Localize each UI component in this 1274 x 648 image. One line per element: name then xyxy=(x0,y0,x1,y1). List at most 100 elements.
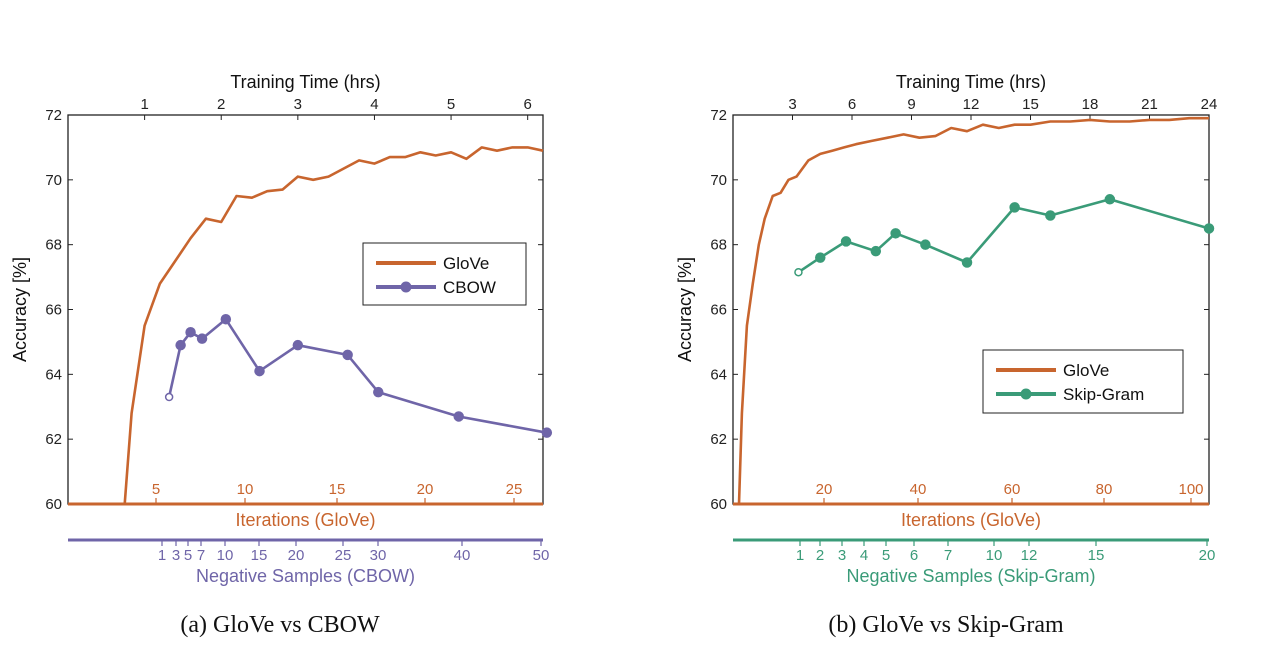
y-tick-label: 60 xyxy=(45,496,62,513)
subfigure-caption: (a) GloVe vs CBOW xyxy=(180,612,380,638)
top-tick-label: 5 xyxy=(447,96,455,113)
top-tick-label: 9 xyxy=(907,96,915,113)
data-point-cbow xyxy=(453,411,464,422)
negative-samples-tick-label: 12 xyxy=(1021,547,1038,564)
negative-samples-tick-label: 7 xyxy=(197,547,205,564)
top-axis-label: Training Time (hrs) xyxy=(230,72,380,92)
data-point-cbow xyxy=(541,427,553,438)
iterations-tick-label: 25 xyxy=(506,481,523,498)
data-point-skip-gram xyxy=(815,252,826,263)
top-tick-label: 3 xyxy=(788,96,796,113)
y-tick-label: 68 xyxy=(45,237,62,254)
data-point-skip-gram xyxy=(1203,223,1215,234)
data-point-skip-gram xyxy=(920,239,931,250)
legend-label-second: Skip-Gram xyxy=(1063,385,1144,404)
negative-samples-axis-label: Negative Samples (Skip-Gram) xyxy=(846,566,1095,586)
negative-samples-tick-label: 7 xyxy=(944,547,952,564)
negative-samples-tick-label: 25 xyxy=(335,547,352,564)
top-axis-label: Training Time (hrs) xyxy=(896,72,1046,92)
top-tick-label: 12 xyxy=(963,96,980,113)
data-point-cbow xyxy=(220,313,232,325)
y-tick-label: 62 xyxy=(45,431,62,448)
subfigure-caption: (b) GloVe vs Skip-Gram xyxy=(828,612,1064,638)
iterations-tick-label: 40 xyxy=(910,481,927,498)
plot-frame xyxy=(67,114,544,505)
series-line-skip-gram xyxy=(797,198,1210,274)
data-point-skip-gram xyxy=(840,236,852,247)
iterations-axis-label: Iterations (GloVe) xyxy=(901,510,1041,530)
legend-label-glove: GloVe xyxy=(1063,361,1109,380)
iterations-tick-label: 20 xyxy=(816,481,833,498)
iterations-tick-label: 5 xyxy=(152,481,160,498)
y-axis-label: Accuracy [%] xyxy=(675,257,695,362)
negative-samples-tick-label: 3 xyxy=(838,547,846,564)
iterations-tick-label: 10 xyxy=(237,481,254,498)
negative-samples-tick-label: 3 xyxy=(172,547,180,564)
top-tick-label: 6 xyxy=(848,96,856,113)
top-tick-label: 21 xyxy=(1141,96,1158,113)
y-tick-label: 64 xyxy=(710,366,727,383)
top-tick-label: 3 xyxy=(294,96,302,113)
data-point-skip-gram xyxy=(870,245,882,257)
data-point-cbow xyxy=(292,339,304,351)
iterations-axis-label: Iterations (GloVe) xyxy=(235,510,375,530)
data-point-cbow xyxy=(164,392,174,402)
legend-box xyxy=(982,349,1184,414)
top-tick-label: 18 xyxy=(1082,96,1099,113)
data-point-skip-gram xyxy=(794,267,803,277)
negative-samples-tick-label: 1 xyxy=(158,547,166,564)
negative-samples-tick-label: 40 xyxy=(454,547,471,564)
data-point-cbow xyxy=(196,333,208,344)
legend-box xyxy=(362,242,527,306)
y-tick-label: 70 xyxy=(710,172,727,189)
y-tick-label: 72 xyxy=(45,107,62,124)
y-tick-label: 60 xyxy=(710,496,727,513)
series-line-glove xyxy=(68,146,544,506)
negative-samples-tick-label: 15 xyxy=(1088,547,1105,564)
negative-samples-tick-label: 4 xyxy=(860,547,868,564)
data-point-cbow xyxy=(373,386,384,398)
negative-samples-tick-label: 20 xyxy=(288,547,305,564)
y-tick-label: 70 xyxy=(45,172,62,189)
data-point-cbow xyxy=(254,365,265,377)
y-tick-label: 68 xyxy=(710,237,727,254)
negative-samples-axis-label: Negative Samples (CBOW) xyxy=(196,566,415,586)
legend-marker-second xyxy=(1020,388,1032,400)
legend-marker-second xyxy=(400,281,412,293)
iterations-tick-label: 80 xyxy=(1096,481,1113,498)
negative-samples-tick-label: 5 xyxy=(184,547,192,564)
negative-samples-tick-label: 5 xyxy=(882,547,890,564)
negative-samples-tick-label: 15 xyxy=(251,547,268,564)
y-tick-label: 66 xyxy=(710,302,727,319)
top-tick-label: 2 xyxy=(217,96,225,113)
legend-label-second: CBOW xyxy=(443,278,496,297)
negative-samples-tick-label: 1 xyxy=(796,547,804,564)
negative-samples-tick-label: 30 xyxy=(370,547,387,564)
negative-samples-tick-label: 10 xyxy=(986,547,1003,564)
negative-samples-tick-label: 10 xyxy=(217,547,234,564)
top-tick-label: 15 xyxy=(1022,96,1039,113)
top-tick-label: 4 xyxy=(370,96,378,113)
series-line-glove xyxy=(733,116,1209,506)
data-point-cbow xyxy=(342,349,353,361)
negative-samples-tick-label: 6 xyxy=(910,547,918,564)
top-tick-label: 24 xyxy=(1201,96,1218,113)
negative-samples-tick-label: 50 xyxy=(533,547,550,564)
data-point-cbow xyxy=(185,326,196,338)
data-point-skip-gram xyxy=(1045,210,1056,221)
top-tick-label: 1 xyxy=(140,96,148,113)
y-axis-label: Accuracy [%] xyxy=(10,257,30,362)
data-point-skip-gram xyxy=(1009,202,1020,213)
data-point-skip-gram xyxy=(1104,194,1116,205)
top-tick-label: 6 xyxy=(524,96,532,113)
iterations-tick-label: 60 xyxy=(1004,481,1021,498)
y-tick-label: 66 xyxy=(45,302,62,319)
data-point-skip-gram xyxy=(961,257,973,268)
y-tick-label: 72 xyxy=(710,107,727,124)
plot-frame xyxy=(732,114,1210,505)
data-point-cbow xyxy=(175,339,186,351)
iterations-tick-label: 100 xyxy=(1178,481,1203,498)
iterations-tick-label: 15 xyxy=(329,481,346,498)
iterations-tick-label: 20 xyxy=(417,481,434,498)
